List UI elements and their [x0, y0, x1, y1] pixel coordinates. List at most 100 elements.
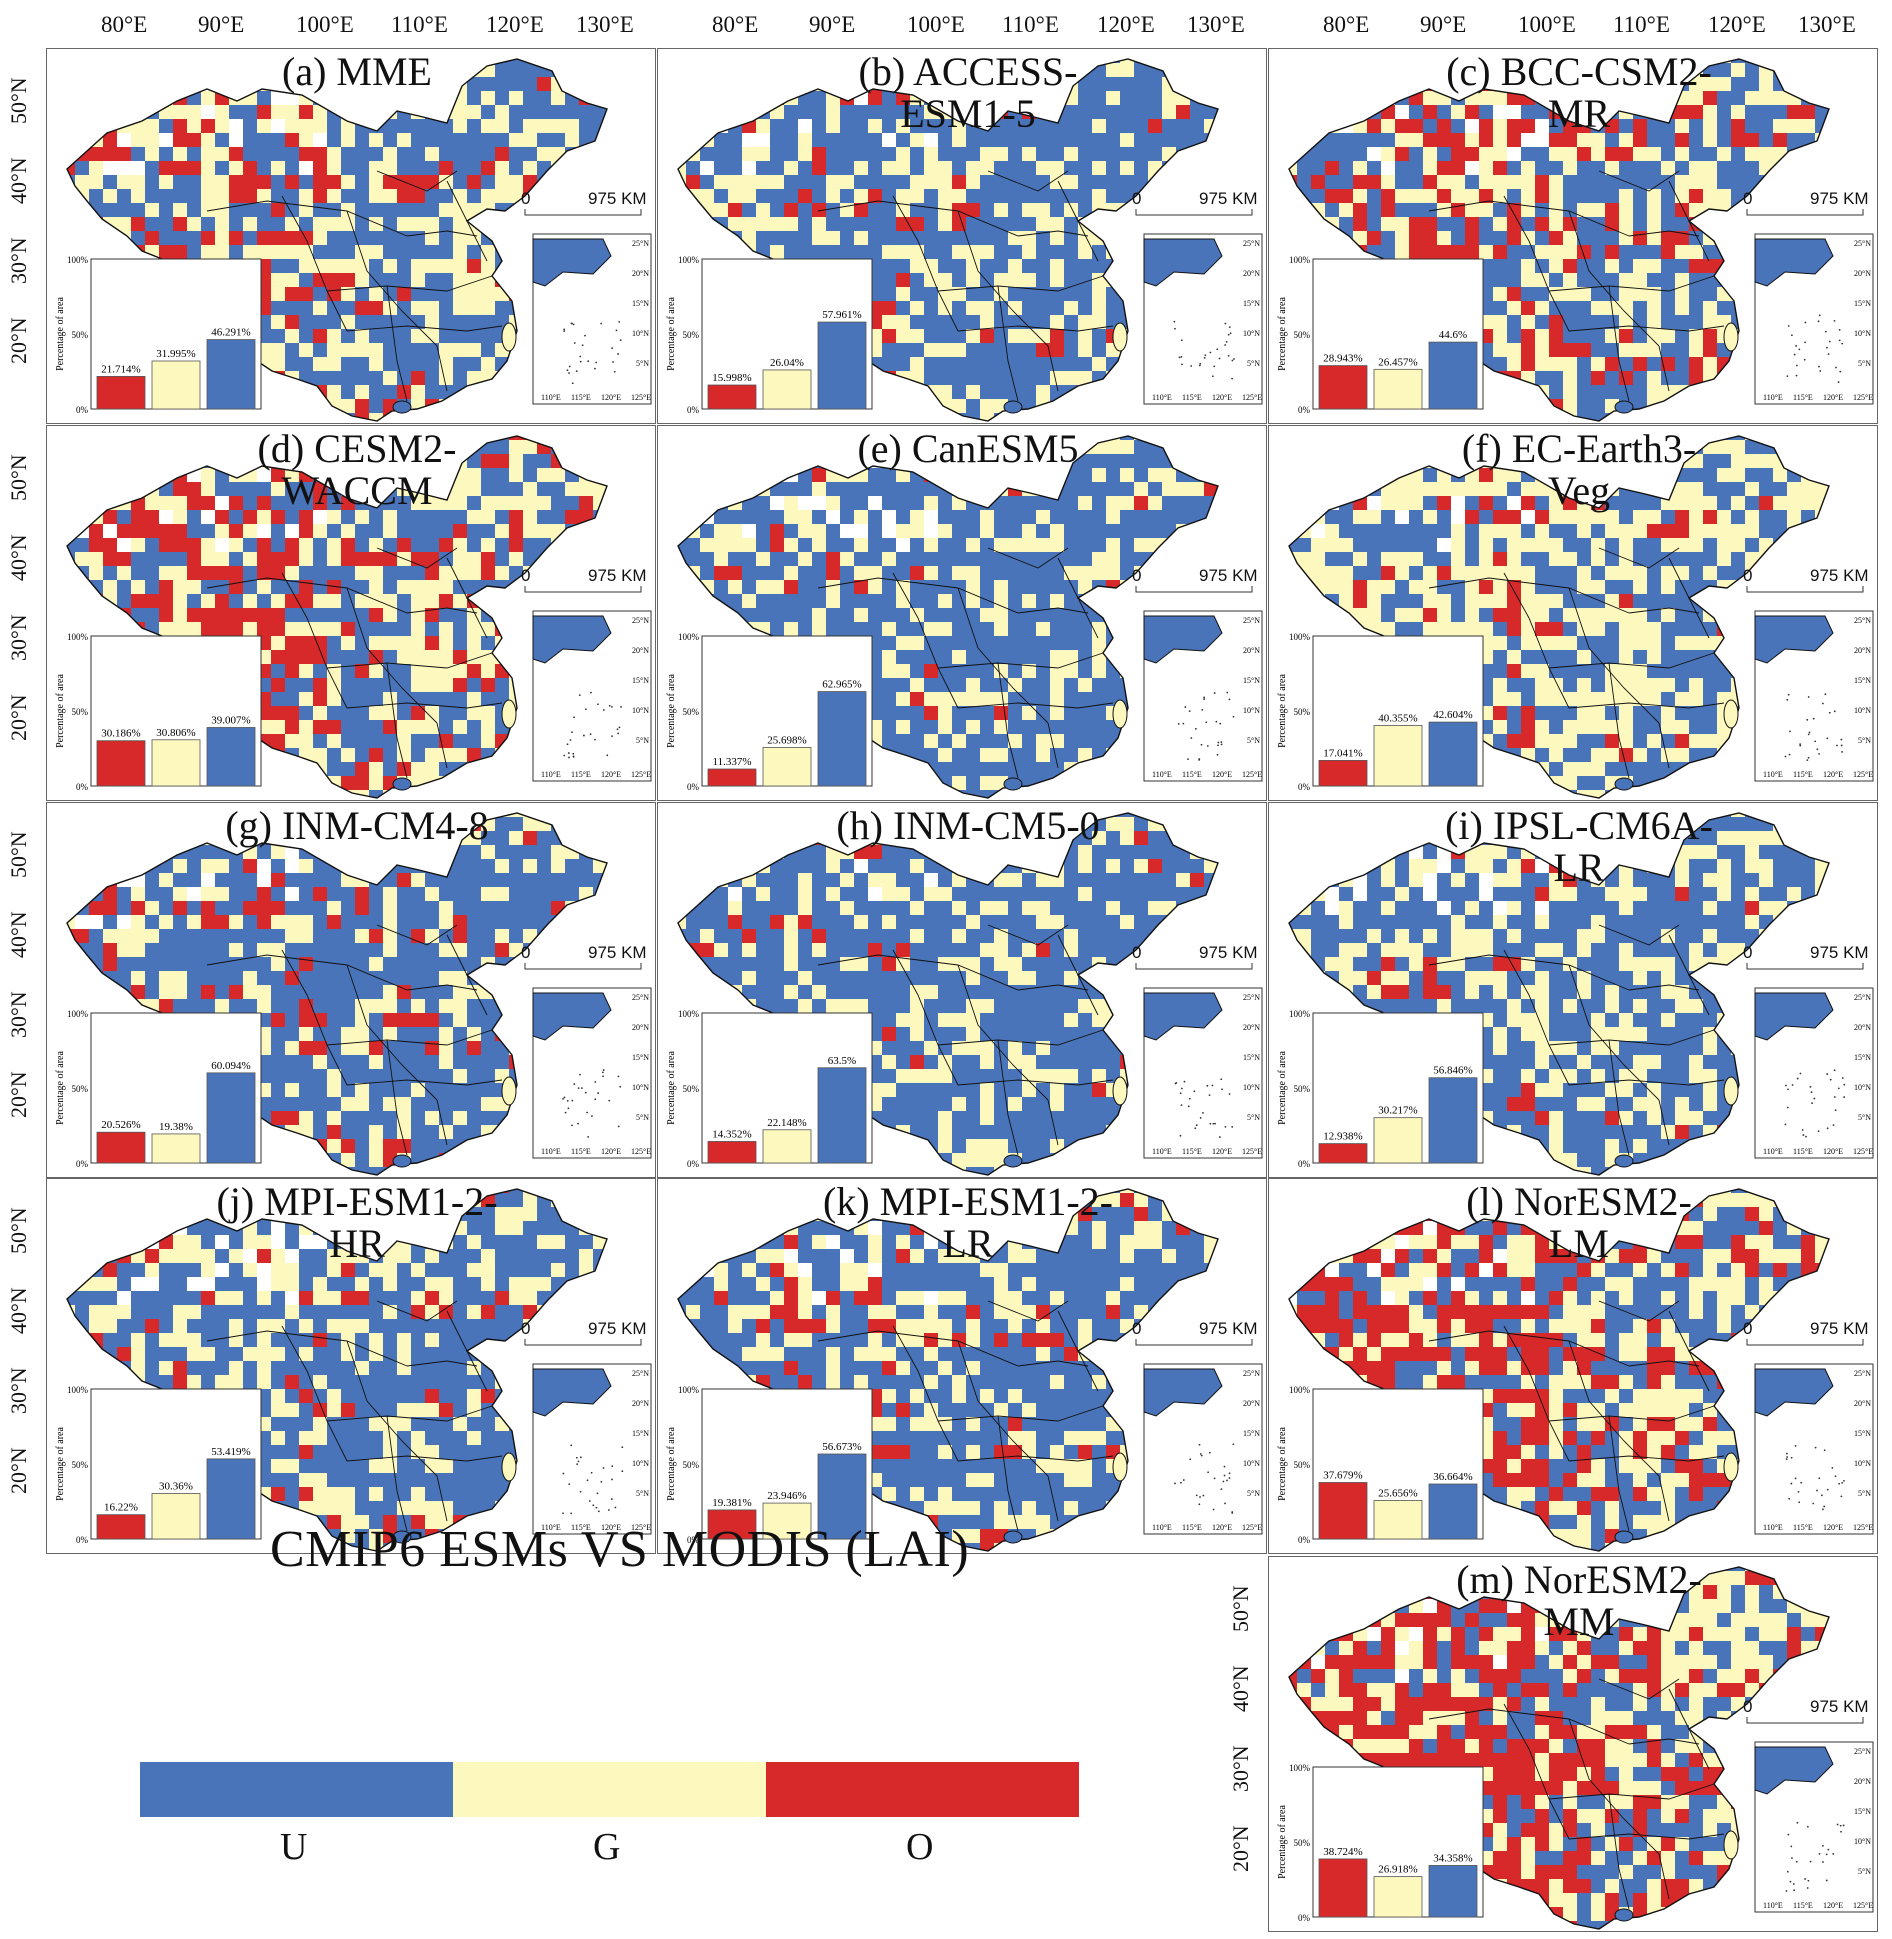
grid-cell — [425, 259, 439, 273]
grid-cell — [467, 552, 481, 566]
grid-cell — [924, 259, 938, 273]
grid-cell — [1689, 91, 1703, 105]
grid-cell — [117, 594, 131, 608]
grid-cell — [593, 413, 607, 421]
grid-cell — [1633, 203, 1647, 217]
grid-cell — [1689, 189, 1703, 203]
grid-cell — [840, 413, 854, 421]
grid-cell — [1050, 245, 1064, 259]
grid-cell — [495, 133, 509, 147]
grid-cell — [523, 790, 537, 798]
grid-cell — [523, 454, 537, 468]
grid-cell — [1689, 357, 1703, 371]
grid-cell — [1549, 175, 1563, 189]
grid-cell — [1064, 496, 1078, 510]
grid-cell — [966, 161, 980, 175]
grid-cell — [854, 175, 868, 189]
grid-cell — [1731, 175, 1745, 189]
grid-cell — [47, 91, 61, 105]
grid-cell — [1353, 217, 1367, 231]
grid-cell — [75, 468, 89, 482]
grid-cell — [1493, 357, 1507, 371]
grid-cell — [215, 133, 229, 147]
grid-cell — [271, 706, 285, 720]
grid-cell — [952, 385, 966, 399]
grid-cell — [1064, 161, 1078, 175]
grid-cell — [425, 329, 439, 343]
grid-cell — [201, 147, 215, 161]
grid-cell — [243, 594, 257, 608]
grid-cell — [425, 119, 439, 133]
province-border — [957, 325, 1114, 332]
grid-cell — [1563, 175, 1577, 189]
grid-cell — [103, 161, 117, 175]
grid-cell — [938, 175, 952, 189]
grid-cell — [1493, 245, 1507, 259]
inset-island — [1824, 330, 1827, 333]
grid-cell — [938, 273, 952, 287]
grid-cell — [1092, 77, 1106, 91]
grid-cell — [215, 482, 229, 496]
grid-cell — [495, 566, 509, 580]
grid-cell — [1633, 119, 1647, 133]
grid-cell — [868, 175, 882, 189]
grid-cell — [1647, 245, 1661, 259]
grid-cell — [1689, 175, 1703, 189]
grid-cell — [173, 147, 187, 161]
grid-cell — [1106, 482, 1120, 496]
grid-cell — [1661, 245, 1675, 259]
grid-cell — [896, 482, 910, 496]
grid-cell — [1703, 315, 1717, 329]
grid-cell — [728, 91, 742, 105]
grid-cell — [952, 147, 966, 161]
grid-cell — [67, 650, 75, 664]
grid-cell — [565, 413, 579, 421]
grid-cell — [271, 119, 285, 133]
grid-cell — [593, 538, 607, 552]
grid-cell — [495, 678, 509, 692]
grid-cell — [453, 301, 467, 315]
grid-cell — [565, 63, 579, 77]
grid-cell — [1549, 385, 1563, 399]
inset-island — [567, 752, 570, 754]
grid-cell — [1395, 231, 1409, 245]
longitude-tick-label: 120°E — [1708, 12, 1766, 37]
inset-island — [1227, 333, 1230, 336]
grid-cell — [411, 371, 425, 385]
grid-cell — [784, 496, 798, 510]
grid-cell — [215, 580, 229, 594]
grid-cell — [1535, 357, 1549, 371]
grid-cell — [1675, 301, 1689, 315]
grid-cell — [425, 301, 439, 315]
grid-cell — [1176, 413, 1190, 421]
grid-cell — [994, 510, 1008, 524]
grid-cell — [1479, 245, 1493, 259]
grid-cell — [313, 566, 327, 580]
grid-cell — [1535, 301, 1549, 315]
grid-cell — [1134, 175, 1148, 189]
grid-cell — [509, 510, 523, 524]
grid-cell — [1451, 245, 1465, 259]
grid-cell — [341, 273, 355, 287]
grid-cell — [896, 273, 910, 287]
grid-cell — [1577, 315, 1591, 329]
grid-cell — [1120, 413, 1134, 421]
grid-cell — [229, 524, 243, 538]
grid-cell — [1647, 357, 1661, 371]
grid-cell — [327, 650, 341, 664]
grid-cell — [327, 231, 341, 245]
grid-cell — [1521, 217, 1535, 231]
grid-cell — [173, 622, 187, 636]
grid-cell — [770, 231, 784, 245]
grid-cell — [75, 371, 89, 385]
grid-cell — [341, 720, 355, 734]
grid-cell — [425, 357, 439, 371]
grid-cell — [1731, 301, 1745, 315]
grid-cell — [966, 357, 980, 371]
grid-cell — [355, 231, 369, 245]
grid-cell — [1289, 59, 1297, 63]
grid-cell — [439, 315, 453, 329]
grid-cell — [966, 371, 980, 385]
grid-cell — [453, 343, 467, 357]
grid-cell — [728, 161, 742, 175]
